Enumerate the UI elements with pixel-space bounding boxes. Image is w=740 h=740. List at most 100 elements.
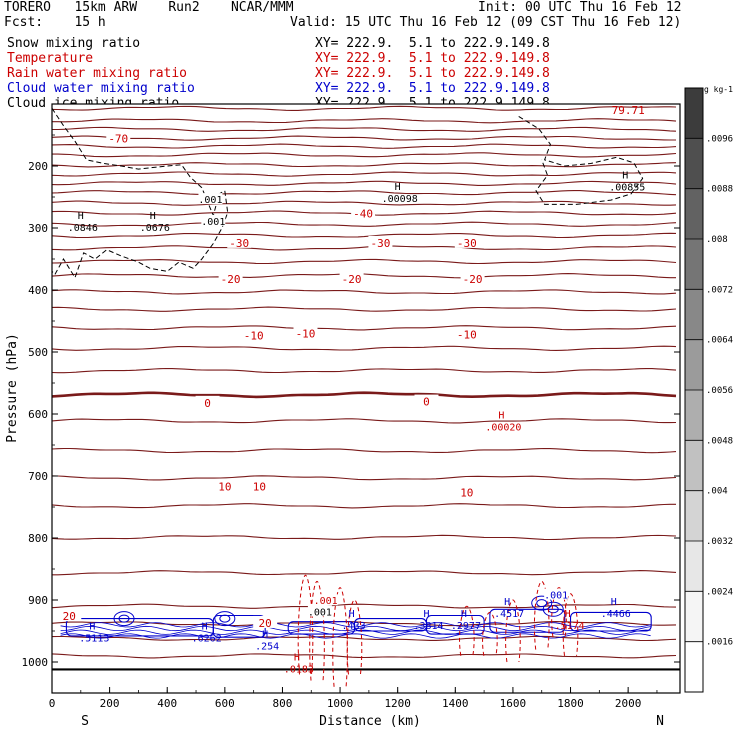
colorbar-tick-label: .0048 [706, 436, 733, 446]
temperature-label: -30 [457, 237, 477, 250]
x-tick-label: 1600 [500, 697, 527, 710]
x-tick-label: 1800 [557, 697, 584, 710]
colorbar-tick-label: .0088 [706, 185, 733, 195]
rain-water-contour [297, 574, 314, 675]
maximum-value: .3814 [413, 621, 443, 632]
temperature-label-bg [195, 395, 220, 408]
temperature-label-bg [218, 271, 243, 284]
temperature-contour [52, 126, 677, 132]
x-axis-title: Distance (km) [319, 714, 421, 729]
maximum-value: .5113 [79, 633, 109, 644]
temperature-contour [51, 105, 677, 111]
x-tick-label: 400 [157, 697, 177, 710]
maximum-value: .00098 [382, 194, 418, 205]
contour-label-bg [198, 193, 223, 205]
rain-water-contour [562, 593, 579, 656]
colorbar-unit: g kg-1 [704, 85, 733, 94]
colorbar-tick-label: .0056 [706, 386, 733, 396]
temperature-label: -10 [296, 327, 316, 340]
temperature-contour [51, 289, 677, 295]
x-tick-label: 200 [100, 697, 120, 710]
cloud-water-contour [531, 595, 553, 611]
contour-label-bg [307, 605, 332, 617]
temperature-label-bg [106, 131, 131, 144]
temperature-label-bg [368, 235, 393, 248]
y-tick-label: 900 [28, 594, 48, 607]
rain-water-contour [482, 611, 498, 656]
y-tick-label: 700 [28, 470, 48, 483]
temperature-label-bg [454, 235, 479, 248]
y-tick-label: 200 [28, 160, 48, 173]
legend-snow-xy: XY= 222.9. 5.1 to 222.9.149.8 [315, 36, 550, 51]
forecast-hour: Fcst: 15 h [4, 15, 106, 30]
temperature-label: -30 [370, 237, 390, 250]
temperature-contour [51, 635, 677, 642]
rain-water-contour [533, 580, 550, 650]
temperature-label-bg [241, 328, 266, 341]
legend-cloudwater-label: Cloud water mixing ratio [7, 81, 195, 96]
temperature-label-bg [57, 609, 82, 622]
temperature-contour [51, 190, 677, 196]
temperature-label: -20 [342, 273, 362, 286]
maximum-marker: H [395, 182, 401, 193]
maximum-value: .6262 [192, 633, 222, 644]
cloud-water-contour [60, 622, 651, 628]
x-tick-label: 1000 [327, 697, 354, 710]
temperature-label-bg [454, 327, 479, 340]
cloud-water-contour [113, 611, 135, 627]
temperature-label: 10 [460, 487, 473, 500]
legend-cloudwater-xy: XY= 222.9. 5.1 to 222.9.149.8 [315, 81, 550, 96]
maximum-marker: H [89, 621, 95, 632]
y-tick-label: 400 [28, 284, 48, 297]
temperature-label: 10 [253, 481, 266, 494]
maximum-value: 79.71 [612, 104, 645, 117]
contour-value-label: .001 [544, 591, 568, 602]
contour-label-bg [201, 214, 226, 226]
colorbar-tick-label: .0064 [706, 336, 733, 346]
x-tick-label: 800 [273, 697, 293, 710]
temperature-contour [51, 447, 677, 454]
temperature-contour [51, 221, 677, 227]
rain-water-contour [505, 599, 521, 663]
maximum-value: .0676 [140, 223, 170, 234]
temperature-contour [51, 135, 676, 141]
colorbar-tick-label: .0072 [706, 285, 733, 295]
cloud-water-contour [569, 611, 652, 632]
colorbar-segment [685, 239, 703, 290]
maximum-marker: H [78, 211, 84, 222]
maximum-marker: H [294, 652, 300, 663]
temperature-label: -40 [353, 208, 373, 221]
colorbar-tick-label: .004 [706, 487, 728, 497]
maximum-marker: H [622, 171, 628, 182]
y-tick-label: 800 [28, 532, 48, 545]
rain-water-contour [551, 587, 567, 638]
temperature-contour [51, 418, 677, 424]
colorbar-tick-label: .0032 [706, 537, 733, 547]
contour-label-bg [544, 588, 569, 600]
maximum-marker: H [565, 609, 571, 620]
maximum-marker: H [423, 609, 429, 620]
contour-value-label: .001 [314, 596, 338, 607]
colorbar-segment [685, 591, 703, 642]
colorbar-segment [685, 289, 703, 340]
maximum-value: .00020 [485, 423, 521, 434]
temperature-label: -30 [229, 237, 249, 250]
cloud-water-contour [542, 601, 564, 617]
temperature-label: -20 [463, 273, 483, 286]
legend-snow-label: Snow mixing ratio [7, 36, 141, 51]
temperature-label-bg [460, 271, 485, 284]
valid-time: Valid: 15 UTC Thu 16 Feb 12 (09 CST Thu … [290, 15, 682, 30]
maximum-value: .433 [342, 621, 366, 632]
y-tick-label: 1000 [22, 656, 49, 669]
maximum-marker: H [262, 629, 268, 640]
cloud-water-contour [489, 608, 566, 633]
legend-temperature-label: Temperature [7, 51, 94, 66]
plot-frame [51, 103, 681, 694]
colorbar-segment [685, 88, 703, 139]
temperature-label: 0 [423, 396, 430, 409]
maximum-marker: H [611, 597, 617, 608]
contour-label-bg [313, 594, 338, 606]
cloud-water-contour [219, 614, 231, 623]
legend-temperature-xy: XY= 222.9. 5.1 to 222.9.149.8 [315, 51, 550, 66]
